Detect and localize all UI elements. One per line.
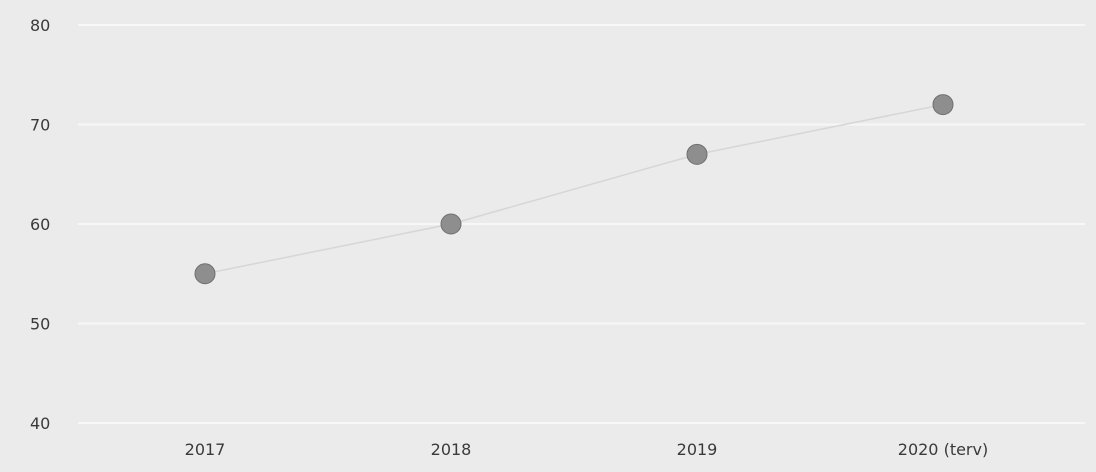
y-tick-label: 40: [30, 414, 50, 433]
series-line: [204, 103, 944, 275]
x-tick-label: 2020 (terv): [898, 440, 988, 459]
y-tick-label: 50: [30, 315, 50, 334]
series-points: [194, 94, 954, 285]
x-tick-label: 2017: [185, 440, 226, 459]
y-tick-label: 70: [30, 116, 50, 135]
x-axis-ticks: 2017 2018 2019 2020 (terv): [185, 440, 989, 459]
x-tick-label: 2018: [431, 440, 472, 459]
series-connector-line: [204, 103, 944, 275]
y-axis-ticks: 40 50 60 70 80: [30, 16, 50, 433]
data-point-2019: [686, 143, 708, 165]
gridlines: [78, 24, 1085, 424]
y-tick-label: 60: [30, 215, 50, 234]
x-tick-label: 2019: [677, 440, 718, 459]
y-tick-label: 80: [30, 16, 50, 35]
data-point-2020-terv: [932, 94, 954, 116]
data-point-2017: [194, 263, 216, 285]
data-point-2018: [440, 213, 462, 235]
